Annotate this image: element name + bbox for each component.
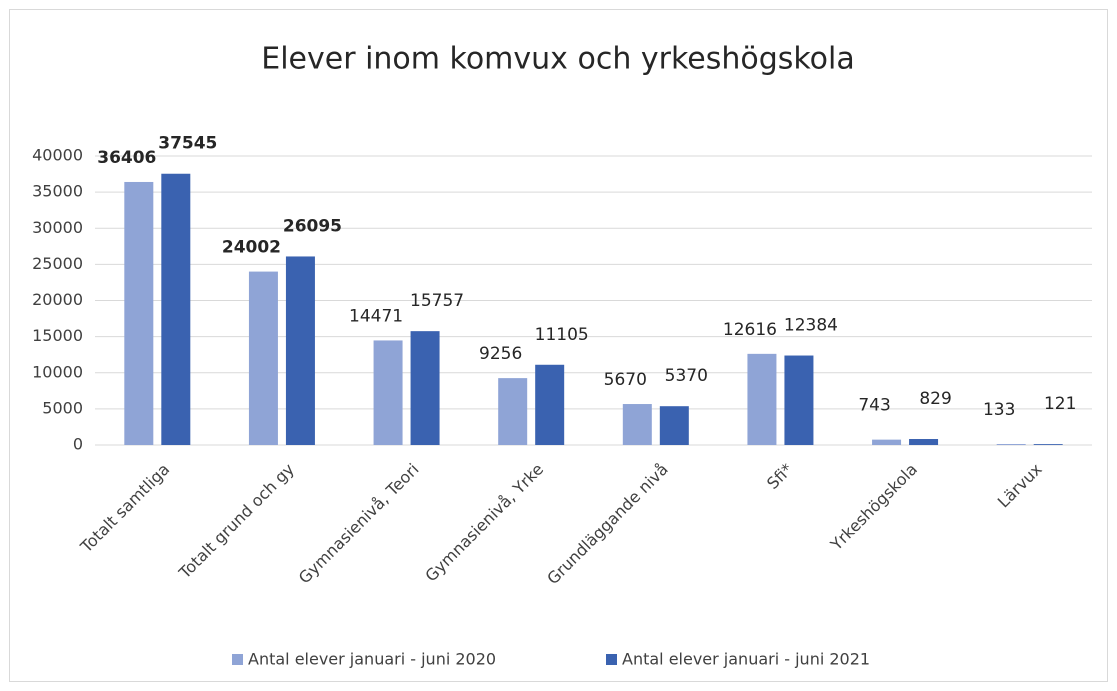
- bar: [161, 173, 191, 446]
- y-tick-label: 30000: [32, 218, 83, 237]
- data-label: 743: [858, 396, 890, 416]
- legend-swatch: [606, 654, 617, 665]
- data-label: 24002: [222, 238, 281, 258]
- data-label: 37545: [158, 134, 217, 154]
- bar: [535, 364, 565, 445]
- data-label: 15757: [410, 291, 464, 311]
- chart-border: [9, 9, 1108, 682]
- data-label: 121: [1044, 394, 1076, 414]
- y-tick-label: 15000: [32, 326, 83, 345]
- y-tick-label: 25000: [32, 254, 83, 273]
- data-label: 5670: [604, 370, 647, 390]
- bar: [410, 331, 440, 445]
- legend-label: Antal elever januari - juni 2020: [248, 650, 496, 669]
- bar: [373, 340, 403, 445]
- data-label: 829: [919, 389, 951, 409]
- data-label: 133: [983, 400, 1015, 420]
- bar: [659, 406, 689, 445]
- bar: [248, 271, 278, 445]
- bar: [498, 378, 528, 445]
- data-label: 12384: [784, 316, 838, 336]
- data-label: 5370: [665, 366, 708, 386]
- y-tick-label: 10000: [32, 362, 83, 381]
- bar: [909, 439, 939, 445]
- data-label: 14471: [349, 306, 403, 326]
- bar: [622, 404, 652, 445]
- data-label: 36406: [97, 148, 156, 168]
- y-tick-label: 0: [73, 435, 83, 454]
- bar: [784, 355, 814, 445]
- y-tick-label: 20000: [32, 290, 83, 309]
- y-tick-label: 35000: [32, 182, 83, 201]
- bar: [747, 353, 777, 445]
- chart-title: Elever inom komvux och yrkeshögskola: [261, 42, 855, 77]
- bar: [872, 439, 902, 445]
- data-label: 26095: [283, 216, 342, 236]
- data-label: 11105: [535, 325, 589, 345]
- legend-label: Antal elever januari - juni 2021: [622, 650, 870, 669]
- legend-swatch: [232, 654, 243, 665]
- bar: [124, 181, 154, 445]
- data-label: 12616: [723, 320, 777, 340]
- bar: [285, 256, 315, 445]
- bar: [1033, 444, 1063, 445]
- data-label: 9256: [479, 344, 522, 364]
- bar: [996, 444, 1026, 445]
- y-tick-label: 40000: [32, 146, 83, 165]
- y-tick-label: 5000: [42, 398, 83, 417]
